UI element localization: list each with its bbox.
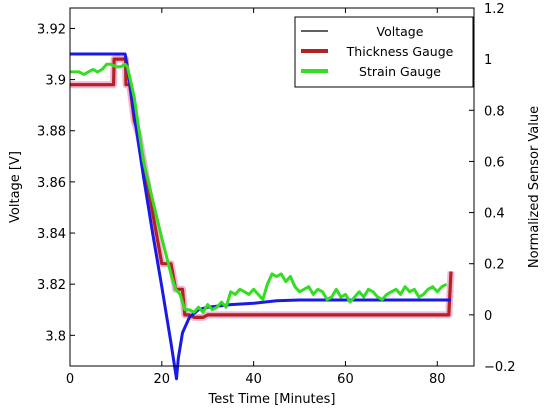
y-right-tick-label: 1 bbox=[484, 53, 492, 68]
legend-label-thickness-gauge: Thickness Gauge bbox=[346, 44, 454, 59]
series-layer bbox=[70, 52, 455, 381]
y-left-tick-label: 3.9 bbox=[45, 74, 66, 89]
y-right-tick-label: −0.2 bbox=[484, 360, 516, 375]
y-right-tick-label: 0.4 bbox=[484, 207, 505, 222]
plot-frame bbox=[69, 7, 475, 367]
y-left-tick-label: 3.82 bbox=[37, 278, 66, 293]
y-right-axis-title: Normalized Sensor Value bbox=[527, 106, 542, 268]
x-tick-label: 20 bbox=[154, 372, 171, 387]
y-left-tick-label: 3.92 bbox=[37, 22, 66, 37]
y-left-tick-label: 3.84 bbox=[37, 227, 66, 242]
y-right-tick-label: 0.6 bbox=[484, 155, 505, 170]
y-left-tick-label: 3.88 bbox=[37, 125, 66, 140]
x-axis-title: Test Time [Minutes] bbox=[208, 392, 336, 407]
y-left-axis-title: Voltage [V] bbox=[8, 151, 23, 223]
y-right-tick-label: 1.2 bbox=[484, 2, 505, 17]
legend-label-strain-gauge: Strain Gauge bbox=[359, 64, 441, 79]
legend: Voltage Thickness Gauge Strain Gauge bbox=[294, 16, 474, 88]
y-left-tick-label: 3.8 bbox=[45, 329, 66, 344]
series-voltage-line bbox=[70, 52, 451, 381]
y-right-tick-label: 0.2 bbox=[484, 258, 505, 273]
x-tick-label: 60 bbox=[337, 372, 354, 387]
series-strain-gauge-line bbox=[70, 62, 448, 314]
ticks-layer: 0 20 40 60 80 3.8 3.82 3.84 3.86 3.88 3.9 3.92 −0.2 0… bbox=[37, 2, 516, 387]
x-tick-label: 80 bbox=[429, 372, 446, 387]
y-left-tick-label: 3.86 bbox=[37, 176, 66, 191]
x-tick-label: 40 bbox=[245, 372, 262, 387]
legend-label-voltage: Voltage bbox=[377, 24, 424, 39]
y-right-tick-label: 0 bbox=[484, 309, 492, 324]
x-tick-label: 0 bbox=[66, 372, 74, 387]
y-right-tick-label: 0.8 bbox=[484, 104, 505, 119]
